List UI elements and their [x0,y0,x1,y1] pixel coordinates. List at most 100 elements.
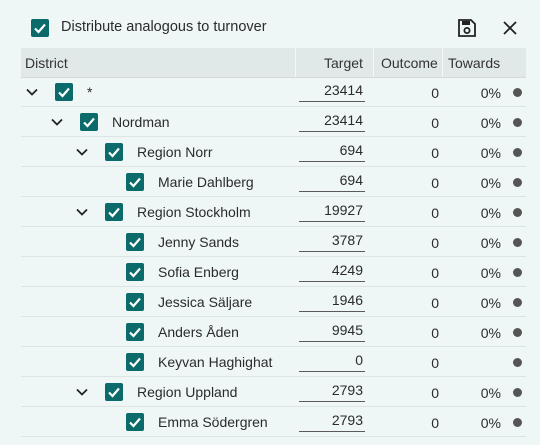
towards-value: 0% [480,415,501,431]
column-header-towards[interactable]: Towards [448,55,501,71]
target-input[interactable]: 23414 [299,110,365,132]
check-icon [129,237,141,248]
outcome-value: 0 [431,85,439,101]
target-input[interactable]: 694 [299,140,365,162]
target-input[interactable]: 23414 [299,80,365,102]
row-checkbox[interactable] [105,383,123,401]
check-icon [83,117,95,128]
outcome-value: 0 [431,385,439,401]
table-row[interactable]: * 23414 0 0% [21,77,526,107]
check-icon [129,267,141,278]
towards-value: 0% [480,265,501,281]
outcome-value: 0 [431,235,439,251]
target-input[interactable]: 0 [299,350,365,372]
status-dot-icon [513,88,522,97]
table-row[interactable]: Region Norr 694 0 0% [21,137,526,167]
column-header-district[interactable]: District [25,55,68,71]
target-input[interactable]: 1946 [299,290,365,312]
district-name: Jessica Säljare [158,294,253,310]
column-header-outcome[interactable]: Outcome [381,55,438,71]
close-button[interactable] [498,16,522,40]
target-input[interactable]: 2793 [299,380,365,402]
status-dot-icon [513,328,522,337]
row-checkbox[interactable] [126,263,144,281]
table-row[interactable]: Sofia Enberg 4249 0 0% [21,257,526,287]
towards-value: 0% [480,385,501,401]
distribute-checkbox[interactable] [31,19,49,37]
table-row[interactable]: Anders Åden 9945 0 0% [21,317,526,347]
table-row[interactable]: Region Stockholm 19927 0 0% [21,197,526,227]
row-checkbox[interactable] [80,113,98,131]
check-icon [58,87,70,98]
towards-value: 0% [480,175,501,191]
row-checkbox[interactable] [126,323,144,341]
target-input[interactable]: 3787 [299,230,365,252]
towards-value: 0% [480,295,501,311]
row-checkbox[interactable] [126,353,144,371]
district-name: Nordman [112,114,170,130]
district-name: Emma Södergren [158,414,268,430]
check-icon [129,417,141,428]
outcome-value: 0 [431,415,439,431]
chevron-down-icon[interactable] [50,115,64,129]
target-input[interactable]: 2793 [299,410,365,432]
column-header-target[interactable]: Target [324,55,363,71]
table-row[interactable]: Nordman 23414 0 0% [21,107,526,137]
status-dot-icon [513,388,522,397]
target-input[interactable]: 4249 [299,260,365,282]
status-dot-icon [513,148,522,157]
table-row[interactable]: Jenny Sands 3787 0 0% [21,227,526,257]
table-row[interactable]: Keyvan Haghighat 0 0 [21,347,526,377]
chevron-down-icon[interactable] [75,385,89,399]
check-icon [34,23,46,34]
check-icon [129,297,141,308]
status-dot-icon [513,178,522,187]
row-checkbox[interactable] [126,293,144,311]
table-row[interactable]: Jessica Säljare 1946 0 0% [21,287,526,317]
district-name: Region Norr [137,144,213,160]
district-name: Sofia Enberg [158,264,239,280]
towards-value: 0% [480,325,501,341]
target-input[interactable]: 19927 [299,200,365,222]
district-name: Keyvan Haghighat [158,354,273,370]
save-icon [458,19,476,37]
district-name: Region Stockholm [137,204,251,220]
table-row[interactable]: Marie Dahlberg 694 0 0% [21,167,526,197]
towards-value: 0% [480,235,501,251]
check-icon [129,327,141,338]
row-checkbox[interactable] [126,233,144,251]
outcome-value: 0 [431,115,439,131]
outcome-value: 0 [431,355,439,371]
row-checkbox[interactable] [55,83,73,101]
district-name: * [87,84,93,100]
table-row[interactable]: Emma Södergren 2793 0 0% [21,407,526,437]
district-tree-table: * 23414 0 0% Nordman 23414 0 0% Region Norr 694 0 0… [21,77,526,437]
towards-value: 0% [480,85,501,101]
district-name: Region Uppland [137,384,238,400]
row-checkbox[interactable] [126,173,144,191]
towards-value: 0% [480,205,501,221]
outcome-value: 0 [431,295,439,311]
chevron-down-icon[interactable] [75,145,89,159]
column-divider [295,48,296,77]
row-checkbox[interactable] [105,203,123,221]
check-icon [108,207,120,218]
outcome-value: 0 [431,325,439,341]
save-button[interactable] [455,16,479,40]
target-input[interactable]: 9945 [299,320,365,342]
outcome-value: 0 [431,265,439,281]
status-dot-icon [513,418,522,427]
outcome-value: 0 [431,145,439,161]
chevron-down-icon[interactable] [75,205,89,219]
status-dot-icon [513,118,522,127]
outcome-value: 0 [431,175,439,191]
chevron-down-icon[interactable] [25,85,39,99]
check-icon [108,147,120,158]
check-icon [108,387,120,398]
row-checkbox[interactable] [126,413,144,431]
target-input[interactable]: 694 [299,170,365,192]
column-divider [442,48,443,77]
row-checkbox[interactable] [105,143,123,161]
check-icon [129,357,141,368]
table-row[interactable]: Region Uppland 2793 0 0% [21,377,526,407]
